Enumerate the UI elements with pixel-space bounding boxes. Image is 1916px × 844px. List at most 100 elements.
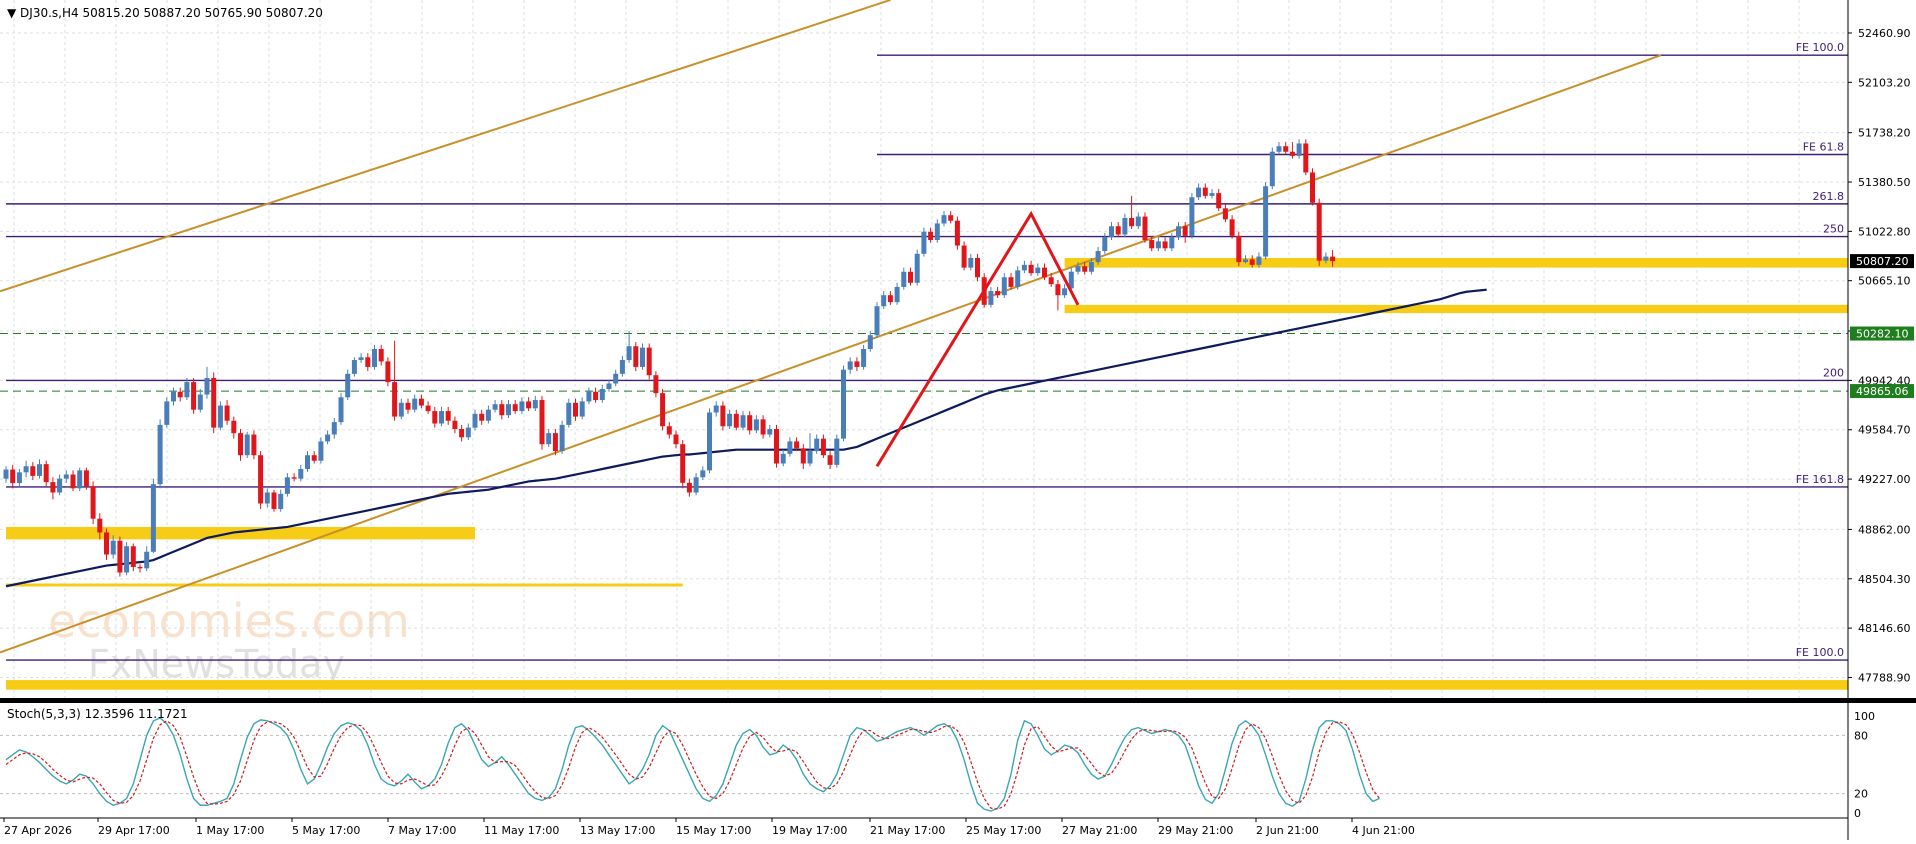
candle-body — [1062, 288, 1068, 296]
candle-body — [191, 382, 197, 410]
candle — [1296, 139, 1302, 159]
candle — [104, 528, 109, 561]
candle-body — [432, 411, 438, 424]
candle-body — [787, 441, 793, 454]
candle-body — [83, 470, 89, 487]
candle — [1289, 142, 1295, 159]
candle-body — [264, 492, 270, 504]
candle-body — [640, 347, 645, 367]
candle-body — [559, 424, 565, 452]
candle — [479, 409, 485, 425]
candle-body — [338, 397, 344, 423]
candle — [164, 397, 170, 428]
candle — [358, 353, 364, 363]
candle — [1001, 273, 1007, 298]
candle-body — [1276, 146, 1282, 152]
time-tick-label: 13 May 17:00 — [580, 824, 655, 837]
candle-body — [1095, 251, 1101, 263]
candle — [1042, 263, 1047, 281]
candle-body — [1249, 259, 1255, 265]
candle — [693, 473, 699, 496]
candle — [666, 422, 672, 439]
candle — [1316, 198, 1322, 267]
candle — [137, 564, 143, 573]
candle — [559, 420, 565, 454]
candle — [465, 423, 471, 441]
candle — [1155, 237, 1161, 252]
candle — [539, 395, 545, 450]
candle-body — [1176, 226, 1181, 238]
candle-body — [57, 478, 63, 493]
price-tick-label: 50665.10 — [1858, 275, 1911, 288]
candle-body — [358, 357, 364, 361]
candle — [1196, 183, 1202, 201]
candle-body — [1001, 277, 1007, 296]
price-tick-label: 49227.00 — [1858, 473, 1911, 486]
candle-body — [1169, 237, 1175, 249]
candle — [445, 406, 451, 425]
candle — [1243, 255, 1248, 264]
candle-body — [1289, 151, 1295, 156]
candle — [331, 417, 337, 439]
candle-body — [727, 413, 733, 427]
candle-body — [405, 402, 411, 410]
fib-level-label: 200 — [1823, 366, 1844, 379]
candle — [43, 460, 49, 487]
price-tag-box — [1850, 384, 1914, 399]
candle-body — [204, 377, 210, 395]
candle — [50, 477, 56, 500]
candle-body — [37, 464, 42, 476]
trend-channel — [0, 0, 1662, 654]
candle-body — [251, 434, 257, 456]
candle-body — [894, 286, 900, 303]
candle — [881, 291, 887, 309]
candle — [928, 227, 934, 243]
candle — [874, 302, 880, 338]
fib-level-label: 261.8 — [1813, 190, 1845, 203]
candle — [311, 451, 317, 464]
fib-level-label: FE 61.8 — [1803, 140, 1844, 153]
support-resistance-zones — [6, 257, 1848, 690]
candle — [861, 344, 867, 370]
candle — [392, 340, 398, 421]
fibonacci-levels: FE 100.0 FE 61.8 261.8 250 200 FE 161.8 FE 100… — [6, 41, 1848, 661]
candle-body — [479, 413, 485, 421]
candle-body — [492, 404, 498, 410]
candle — [23, 460, 29, 478]
candle-body — [392, 382, 398, 417]
candle-body — [318, 441, 324, 461]
watermark-line-2: FxNewsToday — [88, 642, 345, 686]
ema-line — [5, 288, 1487, 588]
price-tick-label: 51380.50 — [1858, 176, 1911, 189]
candle — [398, 398, 404, 420]
candle — [318, 437, 324, 464]
candle-body — [485, 409, 491, 421]
candle — [673, 430, 679, 449]
candle-body — [445, 411, 451, 421]
stoch-tick-label: 20 — [1854, 788, 1868, 801]
candle — [908, 267, 913, 286]
candle — [573, 398, 578, 421]
candle — [921, 227, 927, 257]
candle-body — [412, 398, 418, 410]
candle — [619, 355, 625, 377]
candle-body — [1216, 193, 1222, 209]
candle — [372, 344, 377, 370]
candle — [1015, 266, 1021, 290]
candle-body — [512, 404, 518, 412]
candle — [820, 434, 826, 458]
fib-level-label: FE 161.8 — [1796, 473, 1844, 486]
candle-body — [284, 477, 290, 494]
candle-body — [546, 433, 552, 445]
candle — [646, 343, 652, 380]
candle-body — [646, 347, 652, 376]
candle-body — [130, 546, 136, 567]
candle — [418, 394, 424, 409]
candle — [727, 409, 733, 430]
candle-body — [197, 394, 203, 410]
candle-body — [1055, 284, 1061, 296]
candle-body — [660, 393, 666, 427]
candle — [606, 379, 612, 392]
stoch-tick-label: 80 — [1854, 729, 1868, 742]
